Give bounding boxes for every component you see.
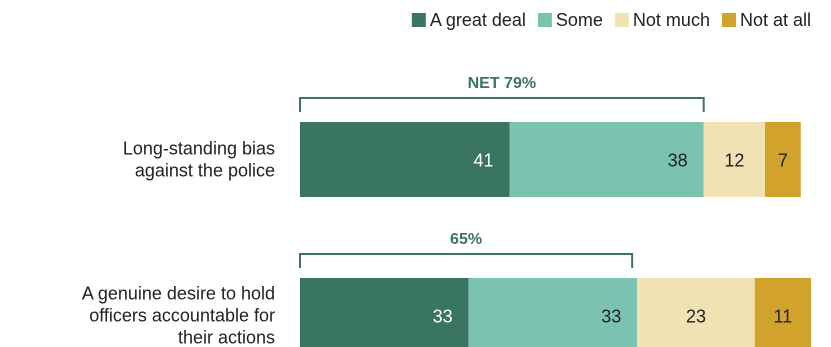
category-label: Long-standing bias — [123, 139, 275, 159]
data-label: 33 — [601, 307, 621, 327]
legend-swatch — [537, 13, 552, 27]
bar-segment — [637, 278, 755, 347]
legend: A great deal Some Not much Not at all — [411, 10, 811, 30]
legend-swatch — [614, 13, 629, 27]
bar-segment — [300, 122, 510, 197]
legend-swatch — [721, 13, 736, 27]
legend-label: Some — [556, 10, 603, 30]
legend-label: Not much — [633, 10, 710, 30]
net-label: 65% — [450, 231, 482, 248]
data-label: 41 — [473, 151, 493, 171]
legend-item: A great deal — [411, 10, 526, 30]
bar-segment — [703, 122, 766, 197]
category-label: against the police — [135, 161, 275, 181]
bar-segment — [300, 278, 469, 347]
net-bracket — [299, 97, 705, 112]
legend-item: Some — [537, 10, 603, 30]
bar-segment — [754, 278, 811, 347]
bar-segment — [468, 278, 638, 347]
legend-label: Not at all — [740, 10, 811, 30]
net-label: NET 79% — [468, 75, 536, 92]
bar-segment — [509, 122, 704, 197]
data-label: 12 — [724, 151, 744, 171]
category-label: A genuine desire to hold — [82, 284, 275, 304]
legend-swatch — [411, 13, 426, 27]
legend-label: A great deal — [430, 10, 526, 30]
data-label: 11 — [774, 307, 793, 327]
data-label: 33 — [433, 307, 453, 327]
data-label: 7 — [778, 151, 788, 171]
legend-item: Not much — [614, 10, 710, 30]
legend-item: Not at all — [721, 10, 811, 30]
data-label: 23 — [686, 307, 706, 327]
bar-segment — [765, 122, 801, 197]
category-label: their actions — [178, 328, 275, 347]
category-label: officers accountable for — [89, 306, 275, 326]
net-bracket — [299, 253, 634, 268]
data-label: 38 — [668, 151, 688, 171]
